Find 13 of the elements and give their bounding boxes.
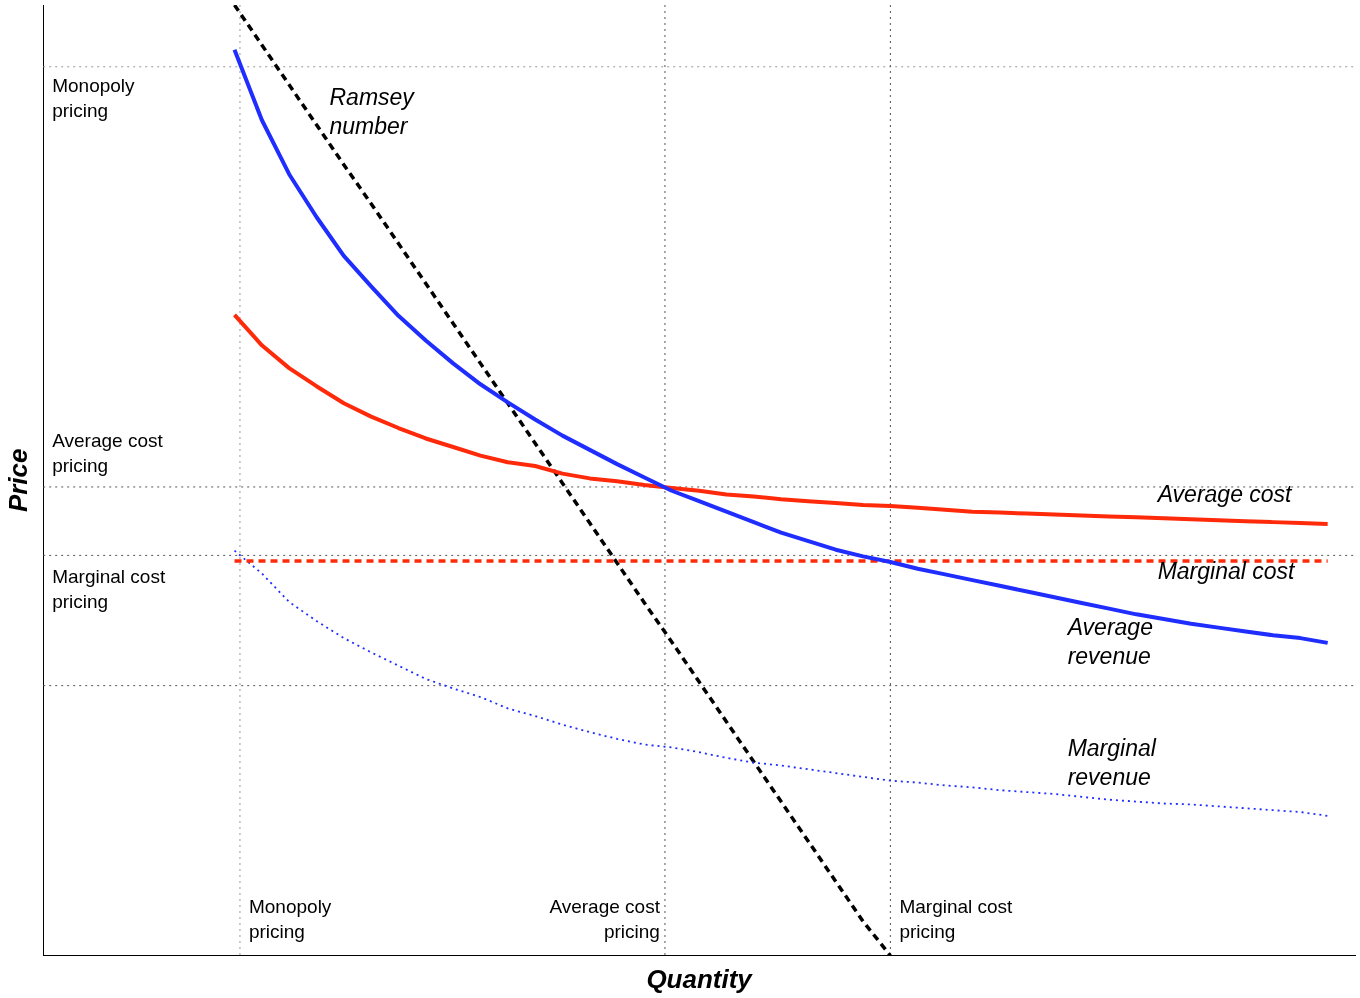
annotation: Monopoly pricing [248, 895, 332, 942]
ref-line-label: Marginal cost pricing [52, 566, 166, 613]
series-label: Average cost [1155, 481, 1294, 508]
ref-line-label: Monopoly pricing [52, 74, 136, 121]
ref-line-label: Average cost pricing [52, 429, 164, 476]
series-label: Marginal cost [1157, 558, 1297, 585]
series-label: Average revenue [1065, 613, 1153, 669]
annotation: Average cost pricing [549, 895, 661, 942]
series-label: Marginal revenue [1067, 734, 1157, 790]
annotation: Marginal cost pricing [899, 895, 1014, 942]
y-axis-title: Price [2, 448, 33, 513]
series-label: Ramsey number [329, 84, 416, 139]
x-axis-title: Quantity [646, 963, 754, 994]
